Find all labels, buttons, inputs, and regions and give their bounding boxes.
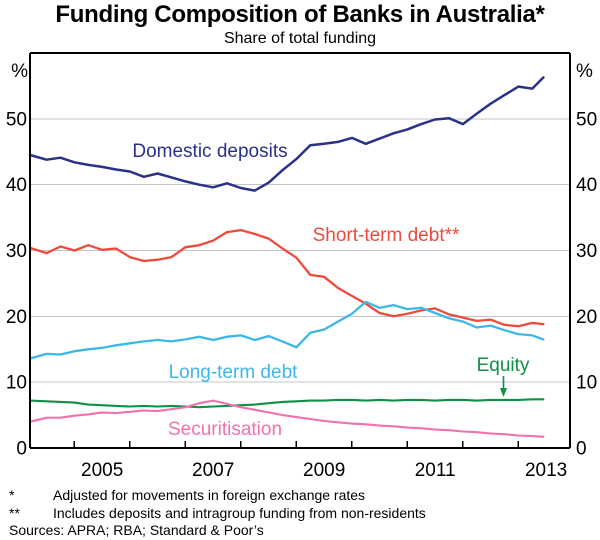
series-label-long-term-debt: Long-term debt xyxy=(169,362,299,383)
y-unit-right: % xyxy=(576,61,593,82)
series-line-short-term-debt xyxy=(28,228,545,328)
y-label-left-30: 30 xyxy=(6,241,27,262)
y-label-right-50: 50 xyxy=(576,109,597,130)
y-label-left-40: 40 xyxy=(6,175,27,196)
y-label-right-30: 30 xyxy=(576,241,597,262)
chart-subtitle: Share of total funding xyxy=(223,30,377,47)
series-label-domestic-deposits: Domestic deposits xyxy=(132,141,287,162)
series-label-equity: Equity xyxy=(477,355,530,376)
series-line-long-term-debt xyxy=(28,300,545,360)
y-label-right-20: 20 xyxy=(576,307,597,328)
y-label-right-10: 10 xyxy=(576,373,597,394)
footnote-2: ** Includes deposits and intragroup fundi… xyxy=(9,505,426,521)
footnote-1-marker: * xyxy=(9,487,15,503)
y-label-left-10: 10 xyxy=(6,373,27,394)
series-label-short-term-debt: Short-term debt** xyxy=(313,225,460,246)
x-label-2009: 2009 xyxy=(303,460,345,481)
y-label-left-0: 0 xyxy=(16,439,27,460)
x-label-2013: 2013 xyxy=(525,460,567,481)
y-label-right-0: 0 xyxy=(576,439,587,460)
equity-arrow-head xyxy=(500,388,507,397)
y-label-left-20: 20 xyxy=(6,307,27,328)
series-label-securitisation: Securitisation xyxy=(168,419,282,440)
footnote-1-text: Adjusted for movements in foreign exchan… xyxy=(53,487,366,503)
sources-line: Sources: APRA; RBA; Standard & Poor’s xyxy=(9,522,264,538)
footnote-2-text: Includes deposits and intragroup funding… xyxy=(53,505,426,521)
y-label-right-40: 40 xyxy=(576,175,597,196)
series-line-securitisation xyxy=(28,399,545,438)
footnote-1: * Adjusted for movements in foreign excha… xyxy=(9,487,365,503)
series-line-domestic-deposits xyxy=(28,76,545,192)
x-label-2005: 2005 xyxy=(81,460,123,481)
y-unit-left: % xyxy=(11,61,28,82)
x-label-2011: 2011 xyxy=(415,460,456,481)
y-label-left-50: 50 xyxy=(6,109,27,130)
footnote-2-marker: ** xyxy=(9,505,20,521)
chart-title: Funding Composition of Banks in Australi… xyxy=(55,1,545,28)
x-label-2007: 2007 xyxy=(192,460,234,481)
series-line-equity xyxy=(28,398,545,409)
